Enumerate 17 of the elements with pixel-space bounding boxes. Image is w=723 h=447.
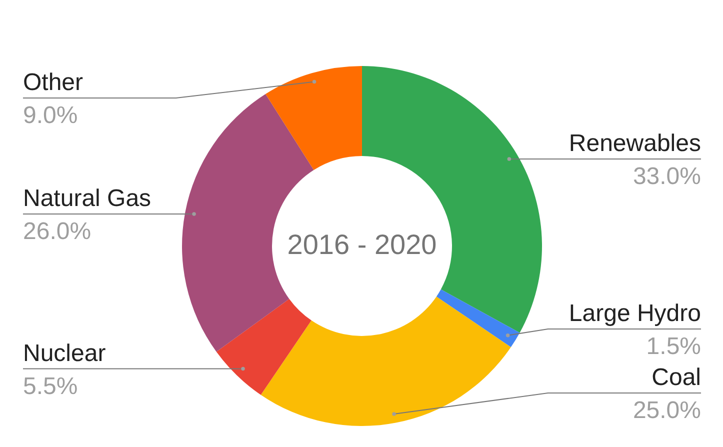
slice-label: Renewables xyxy=(568,130,701,157)
slice-label: Large Hydro xyxy=(568,300,701,327)
slice-label: Other xyxy=(23,69,84,96)
data-label: 1.5% xyxy=(646,333,701,360)
donut-slice xyxy=(260,296,511,426)
data-label: 25.0% xyxy=(632,397,701,424)
data-label: 5.5% xyxy=(23,372,78,400)
slice-label: Natural Gas xyxy=(23,184,152,212)
donut-slice xyxy=(436,289,520,348)
donut-slice xyxy=(216,298,312,395)
data-label: 26.0% xyxy=(23,218,92,245)
slice-label: Nuclear xyxy=(23,340,106,367)
text: 2016 - 2020 xyxy=(287,229,437,260)
data-label: 9.0% xyxy=(23,102,78,129)
slice-label: Coal xyxy=(652,364,701,391)
data-label: 33.0% xyxy=(632,162,701,190)
donut-slice xyxy=(266,66,362,170)
